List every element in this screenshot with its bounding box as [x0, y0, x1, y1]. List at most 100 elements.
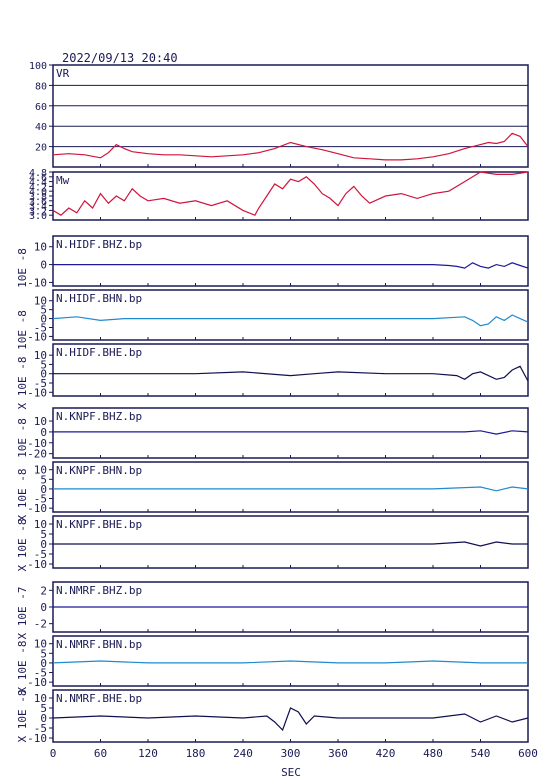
y-tick-label: 0	[40, 368, 47, 381]
panels: 20406080100VR3.03.23.43.63.84.04.24.44.6…	[16, 61, 529, 745]
series-line	[53, 430, 529, 435]
panel-label: N.HIDF.BHZ.bp	[56, 238, 142, 251]
y-tick-label: 0	[40, 601, 47, 614]
y-tick-label: 10	[34, 638, 47, 651]
y-tick-label: 5	[40, 647, 47, 660]
y-tick-label: 40	[35, 122, 47, 133]
y-tick-label: 10	[34, 241, 47, 254]
scale-label: X 10E -8	[16, 469, 29, 522]
y-tick-label: 3.6	[29, 197, 47, 208]
series-line	[52, 171, 529, 216]
series-line	[53, 365, 529, 382]
y-tick-label: 5	[40, 358, 47, 371]
panel-mw: 3.03.23.43.63.84.04.24.44.64.8 Mw	[29, 168, 529, 222]
y-tick-label: -5	[34, 493, 47, 506]
y-tick-label: 80	[35, 81, 47, 92]
y-tick-label: 0	[40, 483, 47, 496]
x-tick-label: 240	[233, 747, 253, 760]
y-tick-label: 60	[35, 102, 47, 113]
x-tick-label: 360	[328, 747, 348, 760]
y-tick-label: 0	[40, 712, 47, 725]
scale-label: 10E -8	[16, 418, 29, 458]
y-tick-label: -5	[34, 667, 47, 680]
scale-label: 10E -8	[16, 248, 29, 288]
x-tick-label: 0	[50, 747, 57, 760]
y-tick-label: 20	[35, 143, 47, 154]
y-tick-label: 4.2	[29, 182, 47, 193]
panel-n-hidf-bhz-bp: -10 0 10 N.HIDF.BHZ.bp 10E -8	[16, 235, 529, 289]
y-tick-label: 5	[40, 304, 47, 317]
y-tick-label: 2	[40, 584, 47, 597]
y-tick-label: 10	[34, 464, 47, 477]
y-tick-label: 3.2	[29, 206, 47, 217]
panel-label: N.NMRF.BHZ.bp	[56, 584, 142, 597]
x-tick-label: 60	[94, 747, 107, 760]
series-line	[52, 314, 529, 327]
y-tick-label: -10	[27, 386, 47, 399]
y-tick-label: -10	[27, 558, 47, 571]
y-tick-label: 10	[34, 415, 47, 428]
y-tick-label: 10	[34, 295, 47, 308]
scale-label: X 10E -8	[16, 690, 29, 743]
series-line	[52, 660, 528, 664]
panel-label: N.KNPF.BHZ.bp	[56, 410, 142, 423]
timestamp-title: 2022/09/13 20:40	[62, 51, 178, 65]
y-tick-label: -10	[27, 732, 47, 745]
y-tick-label: -5	[34, 377, 47, 390]
y-tick-label: 10	[34, 692, 47, 705]
scale-label: X 10E -7	[16, 587, 29, 640]
y-tick-label: 0	[40, 313, 47, 326]
y-tick-label: 3.8	[29, 192, 47, 203]
scale-label: X 10E -8	[16, 641, 29, 694]
y-tick-label: -10	[27, 676, 47, 689]
y-tick-label: -2	[34, 618, 47, 631]
x-tick-label: 600	[518, 747, 538, 760]
series-line	[53, 541, 528, 547]
panel-n-nmrf-bhz-bp: -2 0 2 N.NMRF.BHZ.bp X 10E -7	[16, 581, 529, 640]
scale-label: X 10E -8	[16, 357, 29, 410]
y-tick-label: 4.8	[29, 168, 47, 179]
y-tick-label: -10	[27, 330, 47, 343]
y-tick-label: -5	[34, 322, 47, 335]
series-line	[53, 486, 529, 492]
series-line	[53, 262, 529, 269]
panel-label: N.KNPF.BHE.bp	[56, 518, 142, 531]
scale-label: X 10E -8	[16, 519, 29, 572]
panel-label: N.HIDF.BHN.bp	[56, 292, 142, 305]
panel-label: N.NMRF.BHN.bp	[56, 638, 142, 651]
x-tick-label: 420	[376, 747, 396, 760]
y-tick-label: 10	[34, 518, 47, 531]
y-tick-label: 5	[40, 528, 47, 541]
y-tick-label: 3.4	[29, 202, 47, 213]
series-line	[52, 132, 529, 161]
y-tick-label: 0	[40, 538, 47, 551]
panel-label: N.HIDF.BHE.bp	[56, 346, 142, 359]
y-tick-label: 100	[29, 61, 47, 72]
y-tick-label: 0	[40, 259, 47, 272]
panel-vr: 20 40 60 80 100 VR	[29, 61, 529, 168]
panel-label: N.KNPF.BHN.bp	[56, 464, 142, 477]
y-tick-label: 5	[40, 702, 47, 715]
x-axis: 0 60 120 180 240 300 360 420 480 540 600	[50, 747, 538, 760]
y-tick-label: -5	[34, 722, 47, 735]
x-tick-label: 300	[281, 747, 301, 760]
y-tick-label: 5	[40, 473, 47, 486]
x-axis-label: SEC	[281, 766, 301, 779]
panel-label: Mw	[56, 174, 70, 187]
y-tick-label: 0	[40, 657, 47, 670]
series-line	[52, 707, 529, 732]
scale-label: 10E -8	[16, 310, 29, 350]
x-tick-label: 120	[138, 747, 158, 760]
y-tick-label: 4.0	[29, 187, 47, 198]
y-tick-label: -10	[27, 276, 47, 289]
y-tick-label: 4.4	[29, 178, 47, 189]
y-tick-label: 4.6	[29, 173, 47, 184]
panel-label: VR	[56, 67, 70, 80]
